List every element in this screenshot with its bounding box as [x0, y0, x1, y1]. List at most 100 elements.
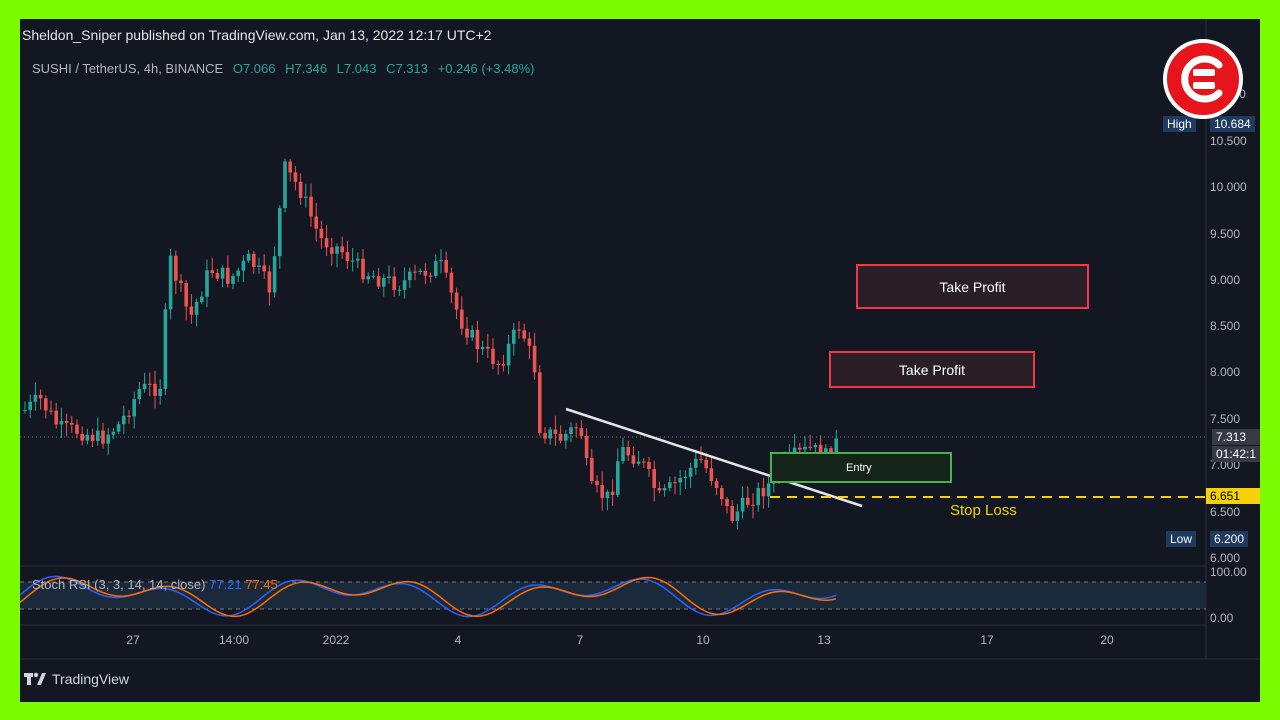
- candle-body: [168, 255, 173, 310]
- time-tick: 4: [454, 633, 462, 647]
- candle-body: [350, 260, 355, 262]
- candle-body: [345, 252, 350, 261]
- candle-body: [444, 260, 448, 273]
- candle-body: [70, 422, 74, 425]
- candle-body: [699, 458, 703, 460]
- candle-body: [428, 275, 433, 277]
- candle-body: [200, 296, 204, 302]
- entry-zone-box[interactable]: Entry: [770, 452, 952, 483]
- candle-body: [553, 429, 558, 434]
- candle-body: [340, 246, 344, 253]
- candle-body: [28, 401, 32, 411]
- candle-body: [226, 267, 230, 284]
- stoch-rsi-legend: Stoch RSI (3, 3, 14, 14, close) 77.21 77…: [32, 577, 278, 592]
- candle-body: [460, 309, 464, 329]
- candle-body: [657, 487, 662, 491]
- candle-body: [179, 280, 183, 284]
- candle-body: [574, 427, 578, 429]
- candle-body: [111, 431, 116, 435]
- candle-body: [413, 271, 417, 273]
- stoch-rsi-title[interactable]: Stoch RSI (3, 3, 14, 14, close): [32, 577, 206, 592]
- candle-body: [205, 270, 209, 297]
- candle-body: [595, 480, 599, 486]
- candle-body: [678, 478, 682, 483]
- candle-body: [127, 415, 131, 417]
- candle-body: [590, 457, 594, 481]
- candle-body: [434, 261, 438, 276]
- candle-body: [496, 363, 500, 365]
- candle-body: [491, 348, 495, 364]
- candle-body: [236, 270, 240, 276]
- candle-body: [735, 511, 740, 521]
- candle-body: [662, 487, 667, 491]
- time-tick: 20: [1100, 633, 1114, 647]
- candle-body: [324, 238, 329, 248]
- candle-body: [319, 228, 324, 239]
- candle-body: [579, 428, 584, 436]
- tradingview-footer[interactable]: TradingView: [24, 671, 129, 687]
- candle-body: [480, 346, 485, 350]
- price-tick: 6.500: [1210, 505, 1241, 519]
- candle-body: [257, 265, 261, 267]
- price-tick: 8.500: [1210, 319, 1241, 333]
- candlestick-chart[interactable]: [20, 19, 1260, 702]
- candle-body: [746, 497, 750, 505]
- candle-body: [558, 433, 563, 441]
- candle-body: [808, 446, 812, 448]
- candle-body: [517, 329, 521, 331]
- time-tick: 14:00: [218, 633, 250, 647]
- candle-body: [704, 459, 708, 469]
- candle-body: [538, 372, 542, 434]
- take-profit-box-lower[interactable]: Take Profit: [829, 351, 1035, 388]
- publish-info: Sheldon_Sniper published on TradingView.…: [22, 27, 492, 43]
- time-tick: 27: [126, 633, 140, 647]
- symbol-name[interactable]: SUSHI / TetherUS, 4h, BINANCE: [32, 61, 224, 76]
- stop-loss-label: Stop Loss: [950, 502, 1017, 519]
- candle-body: [137, 389, 142, 400]
- candle-body: [673, 482, 677, 484]
- candle-body: [694, 458, 698, 468]
- candle-body: [522, 330, 526, 339]
- candle-body: [486, 346, 490, 349]
- ohlc-low: L7.043: [336, 61, 377, 76]
- time-tick: 2022: [322, 633, 350, 647]
- candle-body: [59, 421, 64, 425]
- trendline: [565, 407, 863, 508]
- stoch-k-value: 77.21: [209, 577, 242, 592]
- candle-body: [532, 345, 537, 373]
- time-tick: 17: [980, 633, 994, 647]
- candle-body: [668, 482, 672, 488]
- candle-body: [756, 487, 760, 506]
- candle-body: [33, 394, 38, 402]
- time-tick: 10: [696, 633, 710, 647]
- candle-body: [548, 429, 552, 439]
- candle-body: [142, 383, 147, 390]
- candle-body: [636, 461, 641, 464]
- candle-body: [600, 485, 604, 499]
- candle-body: [439, 260, 443, 262]
- channel-logo-icon: [1163, 39, 1243, 119]
- take-profit-box-upper[interactable]: Take Profit: [856, 264, 1089, 309]
- candle-body: [246, 253, 251, 261]
- candle-body: [314, 216, 318, 229]
- price-tick: 9.000: [1210, 273, 1241, 287]
- candle-body: [761, 487, 766, 497]
- candle-body: [392, 276, 396, 290]
- stoch-d-line: [20, 576, 837, 618]
- candle-body: [241, 260, 246, 271]
- candle-body: [64, 421, 69, 423]
- candle-body: [766, 483, 771, 497]
- candle-body: [688, 467, 693, 477]
- low-value: 6.200: [1210, 531, 1249, 547]
- candle-body: [803, 446, 807, 450]
- candle-body: [642, 461, 646, 463]
- candle-body: [278, 208, 282, 257]
- candle-body: [714, 481, 719, 489]
- candle-body: [231, 275, 235, 284]
- candle-body: [184, 283, 188, 307]
- price-tick: 6.000: [1210, 551, 1241, 565]
- candle-body: [683, 476, 688, 479]
- candle-body: [798, 447, 802, 450]
- stoch-d-value: 77.45: [245, 577, 278, 592]
- candle-body: [402, 280, 407, 290]
